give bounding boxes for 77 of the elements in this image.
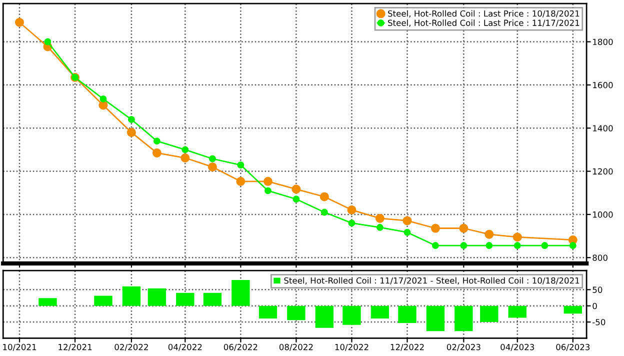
- bar: [203, 292, 222, 306]
- point: [460, 242, 468, 249]
- bar: [148, 288, 166, 306]
- point: [430, 224, 440, 233]
- x-tick-label: 06/2023: [556, 344, 590, 351]
- y-tick-label: -50: [592, 319, 606, 326]
- point: [100, 95, 107, 102]
- bar: [122, 286, 141, 306]
- x-tick-label: 08/2022: [279, 344, 313, 351]
- bar: [426, 306, 445, 332]
- bar: [287, 306, 306, 320]
- bar: [508, 306, 526, 318]
- bar: [370, 306, 390, 318]
- bar: [398, 306, 416, 323]
- point: [264, 187, 272, 194]
- y-tick-label: 1000: [593, 211, 613, 218]
- point: [347, 205, 356, 214]
- bar: [94, 296, 112, 306]
- y-tick-label: 1400: [593, 125, 613, 132]
- legend-label: Steel, Hot-Rolled Coil : Last Price : 11/17/2021: [388, 20, 580, 27]
- point: [98, 100, 108, 110]
- point: [292, 196, 300, 203]
- bar: [176, 292, 194, 306]
- point: [376, 224, 384, 231]
- point: [459, 224, 468, 233]
- point: [375, 214, 384, 223]
- point: [152, 148, 162, 158]
- bar: [232, 280, 250, 306]
- y-tick-label: 0: [592, 302, 597, 310]
- x-tick-label: 12/2021: [58, 344, 92, 351]
- x-tick-label: 10/2021: [3, 344, 36, 351]
- legend-label: Steel, Hot-Rolled Coil : 11/17/2021 - Steel, Hot-Rolled Coil : 10/18/2021: [284, 277, 580, 285]
- x-tick-label: 06/2022: [224, 344, 258, 351]
- point: [208, 155, 216, 162]
- x-tick-label: 02/2022: [114, 344, 148, 351]
- x-tick-label: 04/2022: [168, 344, 202, 351]
- y-tick-label: 50: [592, 286, 602, 293]
- point: [348, 220, 356, 227]
- bar: [258, 306, 278, 318]
- bar: [564, 306, 582, 314]
- bar: [480, 306, 498, 322]
- point: [486, 242, 493, 249]
- point: [182, 146, 189, 154]
- y-tick-label: 1200: [593, 168, 613, 175]
- point: [14, 18, 24, 27]
- y-tick-label: 1600: [593, 82, 613, 88]
- y-tick-label: 800: [592, 254, 608, 261]
- bar: [38, 298, 57, 306]
- x-tick-label: 02/2023: [446, 344, 480, 351]
- legend-label: Steel, Hot-Rolled Coil : Last Price : 10/18/2021: [388, 10, 580, 18]
- point: [180, 153, 190, 162]
- x-tick-label: 04/2023: [500, 344, 534, 351]
- point: [236, 176, 246, 186]
- point: [484, 230, 494, 239]
- x-tick-label: 12/2022: [390, 344, 424, 351]
- point: [512, 232, 522, 242]
- point: [514, 242, 521, 249]
- point: [569, 242, 576, 249]
- x-tick-label: 10/2022: [335, 344, 368, 351]
- point: [208, 162, 217, 172]
- bar: [315, 306, 334, 328]
- point: [404, 228, 411, 236]
- point: [126, 128, 136, 137]
- point: [320, 208, 328, 216]
- point: [153, 138, 160, 145]
- bar: [454, 306, 473, 332]
- point: [44, 38, 52, 46]
- point: [292, 184, 301, 194]
- point: [128, 116, 135, 123]
- point: [402, 216, 412, 226]
- point: [541, 242, 548, 249]
- point: [263, 176, 273, 186]
- point: [320, 192, 329, 202]
- bar: [342, 306, 361, 325]
- point: [432, 242, 439, 249]
- point: [237, 162, 244, 168]
- y-tick-label: 1800: [593, 38, 613, 46]
